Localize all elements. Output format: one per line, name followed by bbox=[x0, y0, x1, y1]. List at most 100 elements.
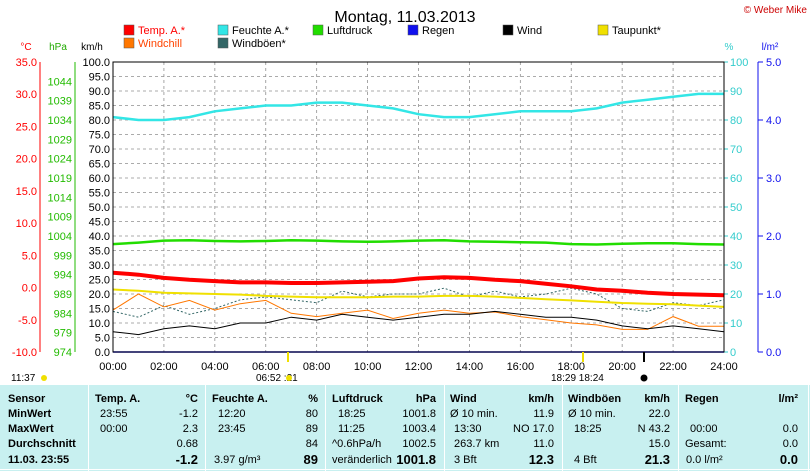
x-tick-label: 10:00 bbox=[354, 361, 382, 373]
wind-tick-label: 0.0 bbox=[95, 347, 110, 359]
x-tick-label: 04:00 bbox=[201, 361, 229, 373]
legend-label: Taupunkt* bbox=[612, 25, 662, 37]
legend-swatch bbox=[123, 24, 135, 36]
wind-tick-label: 45.0 bbox=[89, 217, 110, 229]
legend-label: Regen bbox=[422, 25, 454, 37]
header-wind-unit: km/h bbox=[528, 393, 554, 405]
pressure-tick-label: 999 bbox=[54, 250, 72, 262]
row-max-temp-value: 2.3 bbox=[182, 423, 198, 435]
wind-tick-label: 5.0 bbox=[95, 333, 110, 345]
header-temp: Temp. A. bbox=[95, 393, 141, 405]
wind-tick-label: 65.0 bbox=[89, 159, 110, 171]
row-avg-wind-distance: 263.7 km bbox=[454, 438, 500, 450]
header-rain: Regen bbox=[685, 393, 719, 405]
pressure-tick-label: 1009 bbox=[48, 212, 72, 224]
row-current-gust-value: 21.3 bbox=[644, 452, 670, 467]
rain-tick-label: 4.0 bbox=[766, 115, 781, 127]
row-max-press-time: 11:25 bbox=[338, 423, 365, 435]
x-ticks: 00:00 02:00 04:00 06:00 08:00 10:00 12:00 14:00… bbox=[99, 352, 738, 373]
wind-tick-label: 55.0 bbox=[89, 188, 110, 200]
x-tick-label: 14:00 bbox=[456, 361, 484, 373]
axis-unit-labels: °C hPa km/h % l/m² bbox=[20, 42, 779, 53]
row-max-press-value: 1003.4 bbox=[402, 423, 436, 435]
copyright-label: © Weber Mike bbox=[744, 5, 808, 16]
wind-tick-label: 20.0 bbox=[89, 289, 110, 301]
series-line-feuchtea bbox=[112, 92, 724, 122]
pressure-tick-label: 1039 bbox=[48, 96, 72, 108]
header-gust: Windböen bbox=[568, 393, 622, 405]
grid bbox=[113, 62, 724, 352]
chart-footer: 11:37 06:52 :21 18:29 18:24 bbox=[11, 373, 648, 384]
temp-tick-label: 10.0 bbox=[16, 218, 37, 230]
wind-tick-label: 60.0 bbox=[89, 173, 110, 185]
temp-tick-label: 20.0 bbox=[16, 154, 37, 166]
legend-swatch bbox=[312, 24, 324, 36]
humidity-tick-label: 10 bbox=[730, 318, 742, 330]
rain-tick-label: 0.0 bbox=[766, 347, 781, 359]
row-current-temp-value: -1.2 bbox=[175, 452, 198, 467]
row-max-hum-time: 23:45 bbox=[218, 423, 246, 435]
header-sensor: Sensor bbox=[8, 393, 46, 405]
legend-label: Temp. A.* bbox=[138, 25, 186, 37]
header-wind: Wind bbox=[450, 393, 477, 405]
wind-tick-label: 10.0 bbox=[89, 318, 110, 330]
row-current-hum-value: 89 bbox=[303, 452, 318, 467]
humidity-tick-label: 40 bbox=[730, 231, 742, 243]
header-gust-unit: km/h bbox=[644, 393, 670, 405]
sun-marker-icon bbox=[41, 375, 47, 381]
temp-tick-label: 0.0 bbox=[22, 283, 37, 295]
row-current-abs-humidity: 3.97 g/m³ bbox=[214, 454, 261, 466]
legend-label: Luftdruck bbox=[327, 25, 373, 37]
row-avg-rain-label: Gesamt: bbox=[685, 438, 727, 450]
pressure-tick-label: 994 bbox=[54, 270, 72, 282]
row-current-rain-value: 0.0 bbox=[779, 452, 798, 467]
row-min-label: MinWert bbox=[8, 408, 52, 420]
pressure-tick-label: 1004 bbox=[48, 231, 72, 243]
row-current-press-trend: veränderlich bbox=[332, 454, 392, 466]
weather-chart: Montag, 11.03.2013 © Weber Mike Temp. A.… bbox=[11, 5, 808, 384]
row-current-label: 11.03. 23:55 bbox=[8, 454, 70, 466]
row-current-rain-total: 0.0 l/m² bbox=[686, 454, 723, 466]
x-tick-label: 20:00 bbox=[608, 361, 636, 373]
x-tick-label: 08:00 bbox=[303, 361, 331, 373]
sunset-label: 18:29 18:24 bbox=[551, 373, 604, 384]
row-avg-hum-value: 84 bbox=[305, 438, 318, 450]
wind-tick-label: 75.0 bbox=[89, 130, 110, 142]
row-max-gust-time: 18:25 bbox=[574, 423, 602, 435]
row-min-gust-desc: Ø 10 min. bbox=[568, 408, 616, 420]
humidity-tick-label: 20 bbox=[730, 289, 742, 301]
row-min-gust-value: 22.0 bbox=[648, 408, 670, 420]
legend-swatch bbox=[407, 24, 419, 36]
humidity-tick-label: 80 bbox=[730, 115, 742, 127]
moon-icon bbox=[640, 374, 648, 382]
wind-tick-label: 15.0 bbox=[89, 304, 110, 316]
row-max-wind-value: NO 17.0 bbox=[513, 423, 554, 435]
x-tick-label: 02:00 bbox=[150, 361, 178, 373]
wind-tick-label: 95.0 bbox=[89, 72, 110, 84]
x-tick-label: 24:00 bbox=[710, 361, 738, 373]
row-current-press-value: 1001.8 bbox=[396, 452, 436, 467]
pressure-tick-label: 1029 bbox=[48, 134, 72, 146]
legend-swatch bbox=[502, 24, 514, 36]
pressure-tick-label: 1024 bbox=[48, 154, 72, 166]
series-line-taupunkt bbox=[112, 288, 725, 308]
plot-border bbox=[112, 61, 725, 353]
plot-frame bbox=[112, 61, 725, 353]
sunrise-label: 06:52 :21 bbox=[256, 373, 298, 384]
row-avg-wind-value: 11.0 bbox=[533, 438, 554, 450]
x-tick-label: 06:00 bbox=[252, 361, 280, 373]
x-tick-label: 00:00 bbox=[99, 361, 127, 373]
legend-label: Feuchte A.* bbox=[232, 25, 290, 37]
row-min-wind-value: 11.9 bbox=[533, 408, 554, 420]
temp-tick-label: -10.0 bbox=[12, 347, 37, 359]
row-avg-label: Durchschnitt bbox=[8, 438, 76, 450]
x-tick-label: 18:00 bbox=[557, 361, 585, 373]
row-min-press-value: 1001.8 bbox=[402, 408, 436, 420]
sunrise-icon bbox=[286, 375, 292, 381]
wind-tick-label: 70.0 bbox=[89, 144, 110, 156]
row-avg-gust-value: 15.0 bbox=[648, 438, 670, 450]
pressure-tick-label: 1034 bbox=[48, 115, 72, 127]
row-current-wind-value: 12.3 bbox=[528, 452, 554, 467]
chart-title: Montag, 11.03.2013 bbox=[334, 9, 475, 26]
wind-unit-label: km/h bbox=[81, 42, 103, 53]
